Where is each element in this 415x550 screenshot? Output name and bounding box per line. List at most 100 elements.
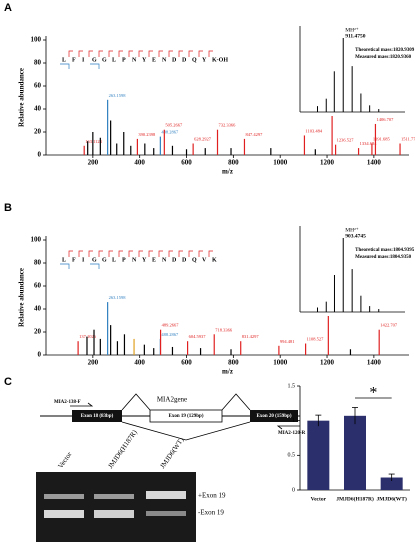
peak-label: 732.3366 bbox=[219, 123, 237, 128]
panel-label: B bbox=[4, 202, 12, 214]
peak-label: 137.1026 bbox=[79, 334, 97, 339]
y-tick-label: 20 bbox=[34, 328, 42, 336]
band-label: -Exon 19 bbox=[198, 509, 224, 517]
peak-label: 831.4297 bbox=[242, 334, 260, 339]
y-ion-bracket bbox=[88, 250, 93, 257]
sequence-letter: N bbox=[132, 257, 137, 263]
sequence-letter: L bbox=[112, 257, 116, 263]
x-tick-label: JMJD6(WT) bbox=[377, 495, 407, 502]
x-tick-label: 1200 bbox=[320, 159, 335, 167]
peak-label: 1422.707 bbox=[380, 323, 398, 328]
y-ion-bracket bbox=[68, 50, 73, 57]
x-axis-label: m/z bbox=[222, 368, 233, 376]
sequence-letter: G bbox=[92, 57, 97, 63]
inset-mz: 903.4745 bbox=[345, 233, 366, 239]
x-axis-label: m/z bbox=[222, 168, 233, 176]
y-tick-label: 80 bbox=[34, 259, 42, 267]
peak-label: 163.1123 bbox=[85, 139, 102, 144]
y-ion-bracket bbox=[118, 250, 123, 257]
y-tick-label: 100 bbox=[31, 236, 42, 244]
y-ion-bracket bbox=[88, 50, 93, 57]
sequence-letter: L bbox=[62, 257, 66, 263]
y-tick-label: 100 bbox=[31, 36, 42, 44]
y-ion-bracket bbox=[98, 250, 103, 257]
sequence-letter: P bbox=[122, 257, 126, 263]
sequence-letter: Y bbox=[142, 257, 147, 263]
sequence-letter: K bbox=[212, 257, 217, 263]
gel-band bbox=[94, 494, 134, 499]
panel-label: C bbox=[4, 376, 12, 388]
sequence-letter: D bbox=[172, 257, 177, 263]
sequence-letter: N bbox=[132, 57, 137, 63]
gel-band bbox=[146, 511, 186, 516]
gel-band bbox=[94, 510, 134, 518]
sequence-letter: D bbox=[182, 257, 187, 263]
y-tick-label: 1 bbox=[292, 418, 295, 424]
sequence-letter: E bbox=[152, 257, 156, 263]
y-ion-bracket bbox=[178, 50, 183, 57]
primer-label: MIA2-138-F bbox=[54, 400, 81, 405]
gel-band bbox=[44, 510, 84, 518]
inset-ion: MH²⁺ bbox=[345, 226, 359, 233]
peak-label: 505.2667 bbox=[165, 123, 183, 128]
primer-label: MIA2-120-R bbox=[278, 431, 306, 436]
peak-label: 1108.527 bbox=[307, 337, 324, 342]
peak-label: 1511.771 bbox=[401, 137, 415, 142]
peak-label: 390.2398 bbox=[138, 132, 156, 137]
sequence-letter: K-OH bbox=[212, 57, 228, 63]
y-axis-label: Relative abundance bbox=[18, 268, 26, 327]
lane-label: JMJD6(WT) bbox=[158, 436, 185, 470]
y-ion-bracket bbox=[168, 250, 173, 257]
peak-label: 718.3366 bbox=[215, 327, 233, 332]
inset-ion: MH²⁺ bbox=[345, 26, 359, 33]
x-tick-label: 800 bbox=[228, 159, 239, 167]
x-tick-label: 600 bbox=[181, 159, 192, 167]
y-tick-label: 0 bbox=[292, 487, 295, 493]
sequence-letter: L bbox=[112, 57, 116, 63]
gel-band bbox=[44, 494, 84, 499]
sequence-letter: I bbox=[82, 57, 85, 63]
x-tick-label: 600 bbox=[181, 359, 192, 367]
y-tick-label: 1.5 bbox=[288, 383, 296, 389]
inset-theoretical: Theoretical mass:1804.9395 bbox=[355, 248, 415, 253]
y-tick-label: 0 bbox=[38, 351, 42, 359]
peak-label: 488.2867 bbox=[161, 130, 179, 135]
sequence-letter: V bbox=[202, 257, 207, 263]
y-ion-bracket bbox=[118, 50, 123, 57]
y-tick-label: 20 bbox=[34, 128, 42, 136]
significance: * bbox=[369, 385, 377, 402]
x-tick-label: 1400 bbox=[367, 159, 382, 167]
sequence-letter: Q bbox=[192, 257, 197, 263]
sequence-letter: Q bbox=[192, 57, 197, 63]
sequence-letter: N bbox=[162, 57, 167, 63]
y-axis-label: Relative abundance bbox=[18, 68, 26, 127]
x-tick-label: 200 bbox=[88, 159, 99, 167]
peak-label: 1103.484 bbox=[305, 128, 322, 133]
sequence-letter: I bbox=[82, 257, 85, 263]
y-tick-label: 40 bbox=[34, 305, 42, 313]
y-ion-bracket bbox=[208, 250, 213, 257]
peak-label: 604.5937 bbox=[189, 334, 207, 339]
y-ion-bracket bbox=[178, 250, 183, 257]
y-ion-bracket bbox=[158, 50, 163, 57]
y-ion-bracket bbox=[188, 250, 193, 257]
lane-label: JMJD6(H187R) bbox=[106, 428, 139, 470]
y-ion-bracket bbox=[148, 50, 153, 57]
y-ion-bracket bbox=[108, 250, 113, 257]
gene-label: MIA2gene bbox=[157, 396, 187, 404]
sequence-letter: D bbox=[172, 57, 177, 63]
y-ion-bracket bbox=[148, 250, 153, 257]
sequence-letter: F bbox=[72, 257, 76, 263]
sequence-letter: P bbox=[122, 57, 126, 63]
peak-label: 994.481 bbox=[280, 339, 295, 344]
y-ion-bracket bbox=[128, 250, 133, 257]
gel-band bbox=[146, 491, 186, 499]
y-tick-label: 0 bbox=[38, 151, 42, 159]
peak-label: 489.2667 bbox=[162, 323, 180, 328]
x-tick-label: 200 bbox=[88, 359, 99, 367]
y-ion-bracket bbox=[108, 50, 113, 57]
peak-label: 847.4297 bbox=[245, 132, 263, 137]
sequence-letter: E bbox=[152, 57, 156, 63]
band-label: +Exon 19 bbox=[198, 492, 226, 500]
